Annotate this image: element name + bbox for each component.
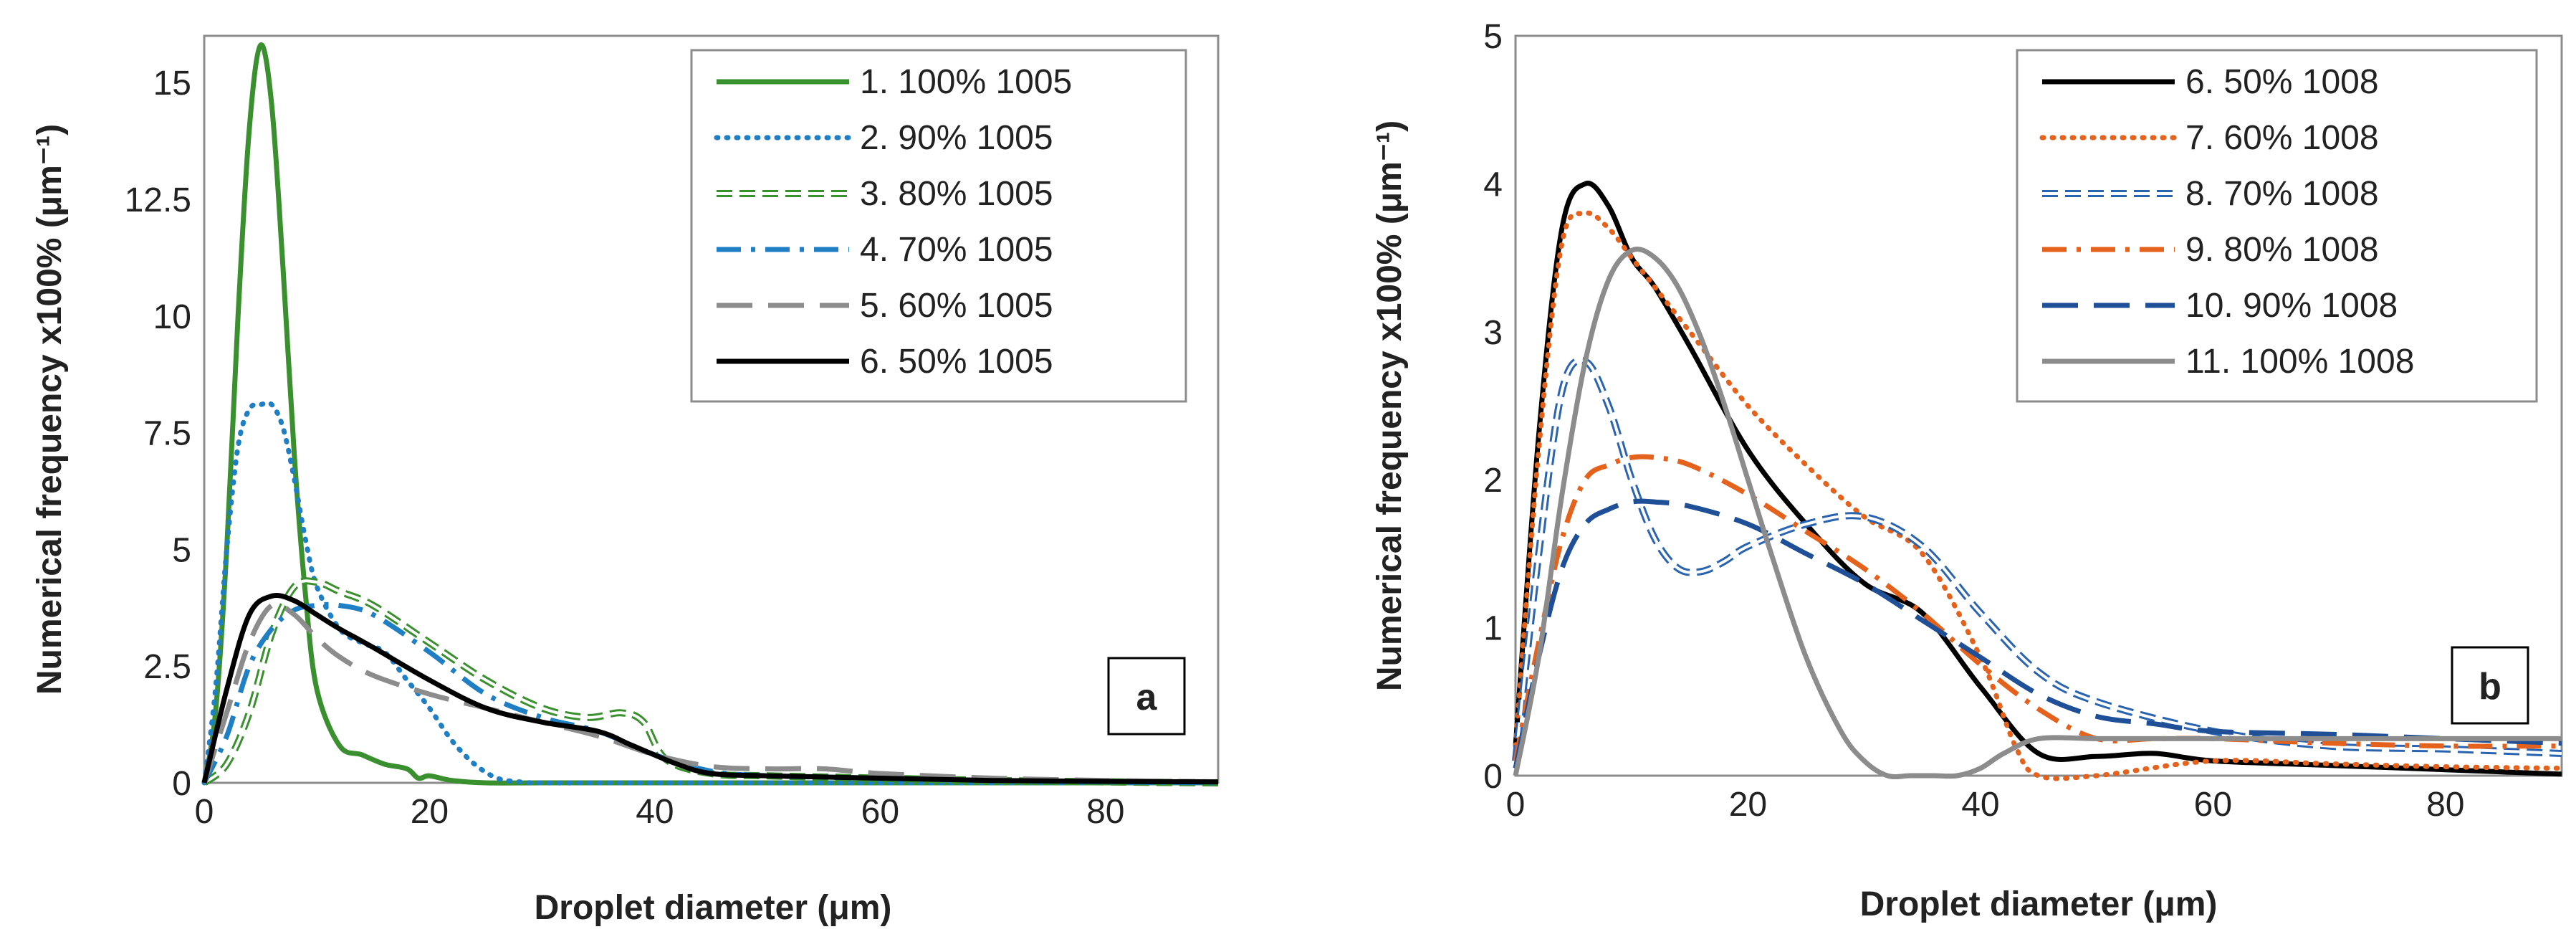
legend-label-8-70-1008: 8. 70% 1008 <box>2185 175 2379 213</box>
x-tick-label-b: 80 <box>2426 786 2464 824</box>
x-tick-label-a: 80 <box>1086 793 1124 831</box>
legend-label-3-80-1005: 3. 80% 1005 <box>860 175 1053 213</box>
y-axis-label-a: Numerical frequency x100% (μm⁻¹) <box>31 124 69 695</box>
x-axis-label-b: Droplet diameter (μm) <box>1860 885 2218 923</box>
y-tick-labels-a: 0 2.5 5 7.5 10 12.5 15 <box>125 65 191 803</box>
x-tick-label-a: 40 <box>636 793 674 831</box>
legend-a: 1. 100% 1005 2. 90% 1005 3. 80% 1005 4. 70%… <box>690 49 1187 403</box>
legend-label-1-100-1005: 1. 100% 1005 <box>860 63 1072 101</box>
y-tick-label-b: 5 <box>1483 18 1503 56</box>
y-tick-label-a: 0 <box>172 765 191 803</box>
legend-label-9-80-1008: 9. 80% 1008 <box>2185 231 2379 269</box>
x-tick-label-a: 20 <box>411 793 449 831</box>
panel-label-a: a <box>1136 677 1158 718</box>
y-tick-label-a: 10 <box>153 298 191 336</box>
x-tick-label-b: 20 <box>1729 786 1767 824</box>
y-tick-label-a: 12.5 <box>125 181 191 219</box>
x-tick-labels-a: 0 20 40 60 80 <box>195 793 1125 831</box>
legend-label-5-60-1005: 5. 60% 1005 <box>860 287 1053 325</box>
series-group-b <box>1512 181 2565 781</box>
legend-entries-b: 6. 50% 1008 7. 60% 1008 8. 70% 1008 9. 80% … <box>2039 63 2414 381</box>
y-tick-label-a: 2.5 <box>143 648 191 686</box>
panel-a: 0 20 40 60 80 0 2.5 5 7.5 10 12.5 15 Droplet diame… <box>31 34 1221 927</box>
x-tick-label-b: 40 <box>1961 786 1999 824</box>
legend-label-10-90-1008: 10. 90% 1008 <box>2185 287 2398 325</box>
legend-entries-a: 1. 100% 1005 2. 90% 1005 3. 80% 1005 4. 70%… <box>714 63 1072 381</box>
y-tick-label-a: 7.5 <box>143 415 191 453</box>
y-tick-labels-b: 0 1 2 3 4 5 <box>1483 18 1503 796</box>
series-group-a <box>201 42 1221 786</box>
legend-label-4-70-1005: 4. 70% 1005 <box>860 231 1053 269</box>
y-tick-label-b: 4 <box>1483 166 1503 204</box>
legend-b: 6. 50% 1008 7. 60% 1008 8. 70% 1008 9. 80% … <box>2016 49 2538 403</box>
x-tick-labels-b: 0 20 40 60 80 <box>1506 786 2465 824</box>
legend-label-2-90-1005: 2. 90% 1005 <box>860 119 1053 157</box>
series-line-6-50-1005 <box>201 593 1219 785</box>
y-tick-label-a: 5 <box>172 531 191 569</box>
x-tick-label-b: 60 <box>2194 786 2232 824</box>
series-line-3-80-1005-inner <box>203 579 1219 784</box>
series-line-1-100-1005 <box>201 42 1218 786</box>
x-tick-label-b: 0 <box>1506 786 1526 824</box>
series-line-2-90-1005 <box>201 400 1221 786</box>
panel-label-box-a <box>1107 657 1186 736</box>
x-tick-label-a: 60 <box>861 793 899 831</box>
x-tick-label-a: 0 <box>195 793 214 831</box>
legend-box-a <box>690 49 1187 403</box>
legend-label-11-100-1008: 11. 100% 1008 <box>2185 343 2414 381</box>
panel-label-b: b <box>2479 666 2501 708</box>
y-tick-label-b: 3 <box>1483 314 1503 352</box>
series-line-11-100-1008 <box>1513 247 2562 779</box>
series-line-7-60-1008 <box>1513 210 2565 781</box>
y-tick-label-b: 0 <box>1483 758 1503 796</box>
legend-box-b <box>2016 49 2538 403</box>
panel-b: 0 20 40 60 80 0 1 2 3 4 5 Droplet diameter (μm) N… <box>1371 18 2565 923</box>
y-tick-label-a: 15 <box>153 65 191 103</box>
series-line-10-90-1008 <box>1513 498 2562 769</box>
y-tick-label-b: 2 <box>1483 462 1503 500</box>
legend-label-6-50-1008: 6. 50% 1008 <box>2185 63 2379 101</box>
legend-label-7-60-1008: 7. 60% 1008 <box>2185 119 2379 157</box>
legend-label-6-50-1005: 6. 50% 1005 <box>860 343 1053 381</box>
y-tick-label-b: 1 <box>1483 610 1503 648</box>
y-axis-label-b: Numerical frequency x100% (μm⁻¹) <box>1371 120 1409 691</box>
panel-label-box-b <box>2451 646 2529 725</box>
x-axis-label-a: Droplet diameter (μm) <box>535 889 892 927</box>
